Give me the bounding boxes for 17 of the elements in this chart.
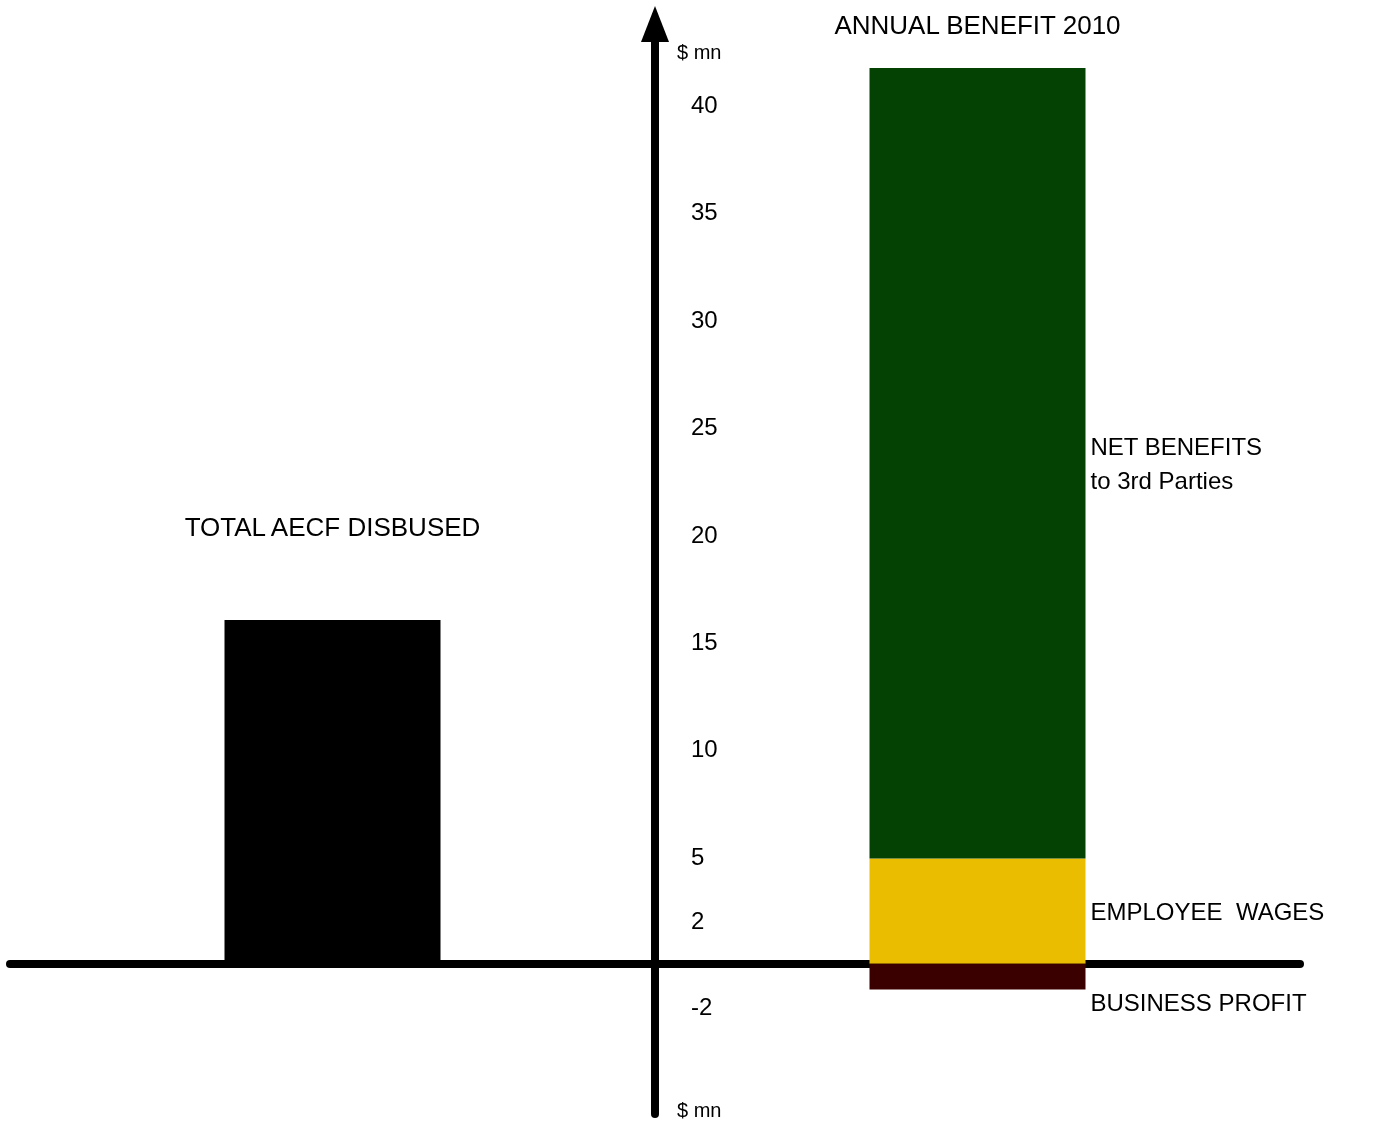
y-tick-label: 30 xyxy=(691,305,718,333)
y-axis-title: $ mn xyxy=(677,41,722,63)
x-tick-label: ANNUAL BENEFIT 2010 xyxy=(834,9,1121,40)
y-tick-label: 40 xyxy=(691,90,718,118)
y-tick-label: 5 xyxy=(691,842,705,870)
y-tick-label: 10 xyxy=(691,735,718,763)
y-tick-label: 20 xyxy=(691,520,718,548)
y-tick-label: -2 xyxy=(691,993,713,1021)
text: $ mn xyxy=(677,1099,722,1121)
series-label: NET BENEFITS to 3rd Parties xyxy=(1090,432,1269,494)
y-tick-label: 2 xyxy=(691,907,705,935)
series-label: BUSINESS PROFIT xyxy=(1090,989,1307,1017)
x-tick-label: TOTAL AECF DISBUSED xyxy=(184,511,481,542)
series-label: EMPLOYEE WAGES xyxy=(1090,897,1325,925)
y-tick-label: 35 xyxy=(691,198,718,226)
y-tick-label: 15 xyxy=(691,627,718,655)
y-tick-label: 25 xyxy=(691,413,718,441)
